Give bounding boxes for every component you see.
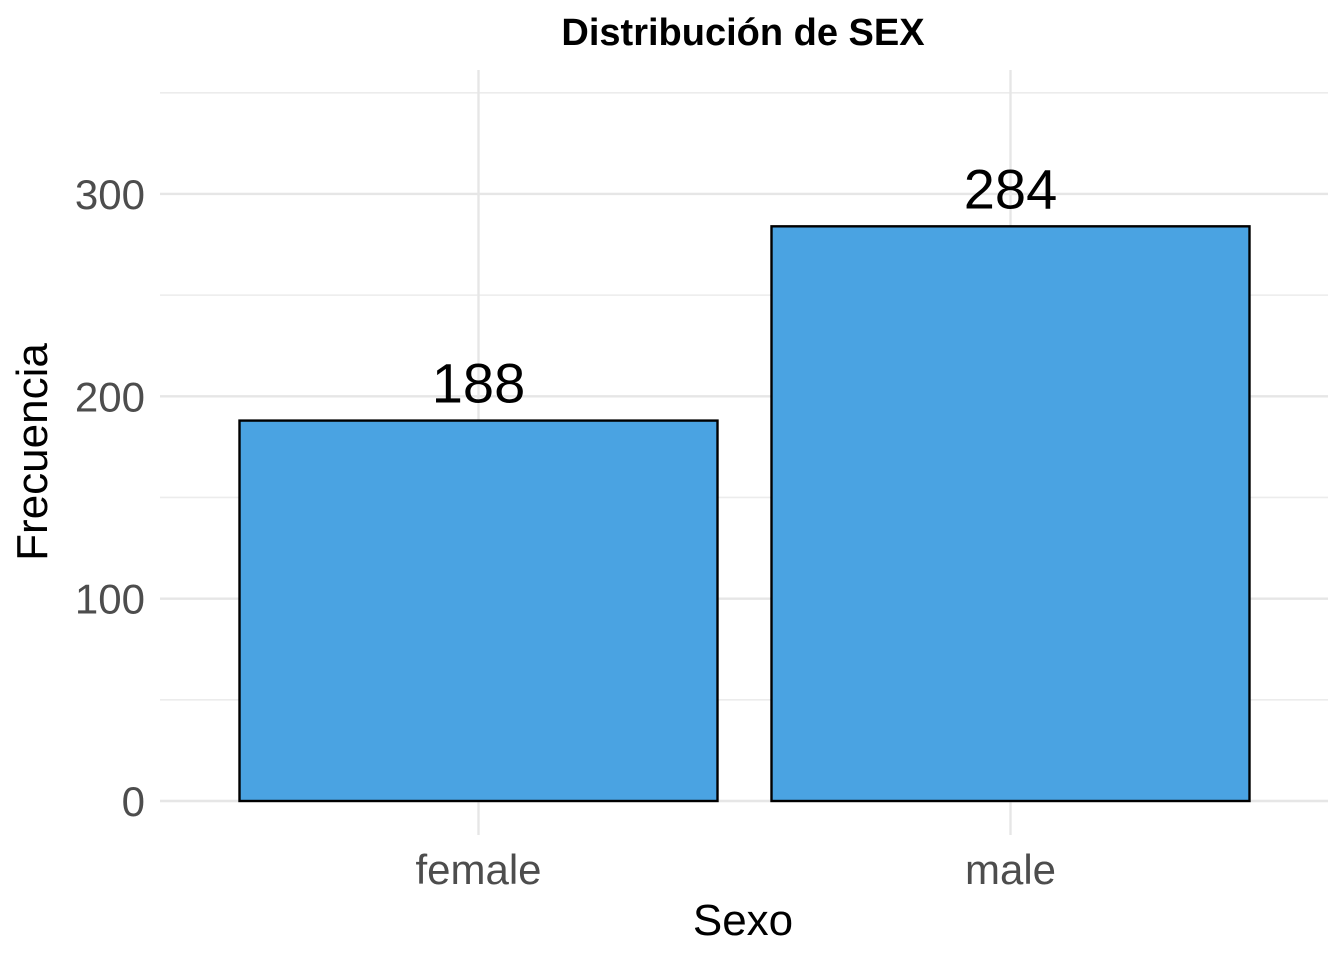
y-tick-label: 300 — [75, 171, 145, 218]
bars — [238, 225, 1251, 803]
bar-male — [770, 225, 1251, 803]
x-axis-title: Sexo — [693, 896, 793, 945]
data-label-male: 284 — [964, 157, 1057, 220]
chart-title: Distribución de SEX — [561, 12, 925, 54]
y-tick-label: 100 — [75, 576, 145, 623]
y-tick-label: 200 — [75, 373, 145, 420]
bar-female — [238, 419, 719, 803]
x-tick-label-female: female — [415, 846, 541, 893]
y-axis-tick-labels: 0 100 200 300 — [75, 171, 145, 825]
y-axis-title: Frecuencia — [8, 343, 57, 561]
x-tick-label-male: male — [965, 846, 1056, 893]
x-axis-tick-labels: female male — [415, 846, 1056, 893]
y-tick-label: 0 — [122, 778, 145, 825]
data-labels: 188 284 — [432, 157, 1057, 414]
data-label-female: 188 — [432, 352, 525, 415]
